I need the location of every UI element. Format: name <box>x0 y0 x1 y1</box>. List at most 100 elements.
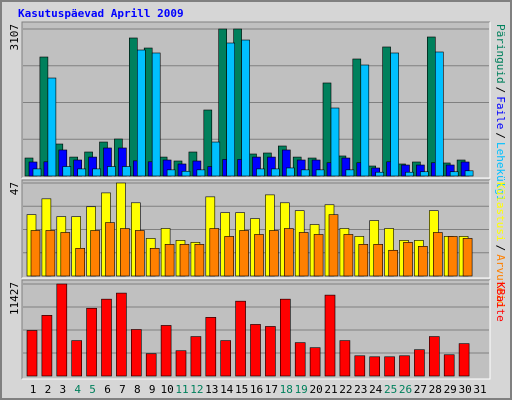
legend-entry: KBaite <box>494 282 507 322</box>
bar <box>151 52 161 177</box>
bar <box>190 336 202 377</box>
x-tick-label: 30 <box>458 383 471 396</box>
bar <box>271 168 280 177</box>
bar <box>105 222 115 277</box>
panel-bevel <box>21 179 490 278</box>
bar <box>420 171 429 177</box>
x-tick-label: 25 <box>384 383 397 396</box>
bar <box>116 292 127 377</box>
bar <box>26 330 38 377</box>
bar <box>122 166 131 177</box>
bar <box>196 169 206 177</box>
x-tick-label: 12 <box>190 383 203 396</box>
bar <box>166 169 176 177</box>
x-tick-label: 23 <box>354 383 367 396</box>
bar <box>164 244 175 277</box>
legend: Külastusi / Arvuteid <box>494 182 507 307</box>
bar <box>443 354 455 377</box>
bar <box>107 166 116 177</box>
bar <box>41 315 53 377</box>
bar <box>160 325 172 377</box>
bar <box>241 39 250 177</box>
x-tick-label: 24 <box>369 383 383 396</box>
x-tick-label: 22 <box>339 383 352 396</box>
bar <box>181 170 191 177</box>
x-tick-label: 7 <box>119 383 126 396</box>
bar <box>309 347 321 377</box>
legend-separator: / <box>494 132 507 139</box>
bar <box>375 171 385 177</box>
bar <box>434 51 444 177</box>
bar <box>47 77 57 177</box>
bar <box>369 356 381 377</box>
x-tick-label: 31 <box>473 383 486 396</box>
bar <box>328 214 339 277</box>
bar <box>418 246 428 277</box>
bar <box>62 166 72 177</box>
panel-bevel <box>21 279 490 379</box>
bar <box>86 307 97 377</box>
bar <box>399 355 410 377</box>
panel-bevel <box>22 22 491 179</box>
bar <box>30 230 41 277</box>
legend-entry: Lehekülgi <box>494 142 507 202</box>
bar <box>388 249 398 277</box>
x-tick-label: 13 <box>205 383 218 396</box>
bar <box>449 171 459 177</box>
x-tick-label: 1 <box>30 383 37 396</box>
bar <box>254 234 264 277</box>
bar <box>403 242 413 277</box>
bar <box>354 355 366 377</box>
x-tick-label: 27 <box>414 383 427 396</box>
bar <box>101 298 112 377</box>
legend-entry: Külastusi <box>494 182 507 242</box>
bar <box>432 232 443 277</box>
bar <box>205 317 217 377</box>
bar <box>352 58 362 177</box>
bar <box>120 228 130 277</box>
bar <box>384 356 395 377</box>
bar <box>250 324 261 377</box>
bar <box>32 168 42 177</box>
bar <box>313 234 324 277</box>
x-tick-label: 8 <box>134 383 141 396</box>
x-tick-label: 17 <box>265 383 278 396</box>
bar <box>39 56 49 177</box>
panel-bevel <box>22 180 491 279</box>
bar <box>283 228 294 277</box>
bar <box>137 49 146 177</box>
x-tick-label: 26 <box>399 383 412 396</box>
bar <box>90 230 100 277</box>
bar <box>315 169 325 177</box>
chart-title: Kasutuspäevad Aprill 2009 <box>18 7 184 20</box>
bar <box>358 244 369 277</box>
bar <box>60 232 71 277</box>
bar <box>179 244 190 277</box>
legend-separator: / <box>494 245 507 252</box>
bar <box>343 234 354 277</box>
bar <box>464 170 474 177</box>
bar <box>235 300 246 377</box>
x-tick-label: 20 <box>309 383 322 396</box>
bar <box>414 349 425 377</box>
bar <box>75 247 85 277</box>
x-tick-label: 21 <box>324 383 337 396</box>
bar <box>203 109 213 177</box>
x-tick-label: 29 <box>444 383 457 396</box>
bar <box>71 340 82 377</box>
bar <box>405 171 414 177</box>
bar <box>324 294 336 377</box>
bar <box>224 236 234 277</box>
legend-entry: Faile <box>494 96 507 129</box>
x-tick-label: 9 <box>149 383 156 396</box>
bar <box>226 42 235 177</box>
bar <box>300 169 310 177</box>
panel-bevel <box>21 21 490 178</box>
x-tick-label: 4 <box>74 383 81 396</box>
bar <box>390 52 399 177</box>
x-tick-label: 3 <box>59 383 66 396</box>
x-tick-label: 28 <box>429 383 442 396</box>
x-tick-label: 2 <box>45 383 52 396</box>
x-tick-label: 19 <box>295 383 308 396</box>
